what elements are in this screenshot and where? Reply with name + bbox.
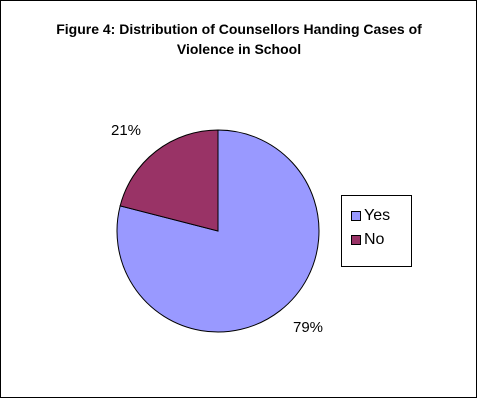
legend: Yes No	[341, 195, 412, 267]
legend-swatch-no	[351, 235, 361, 245]
legend-swatch-yes	[351, 211, 361, 221]
data-label-no: 21%	[111, 122, 141, 139]
legend-item-yes: Yes	[342, 204, 411, 228]
legend-label-no: No	[364, 232, 384, 248]
legend-label-yes: Yes	[364, 208, 390, 224]
data-label-yes: 79%	[293, 319, 323, 336]
legend-item-no: No	[342, 228, 411, 252]
